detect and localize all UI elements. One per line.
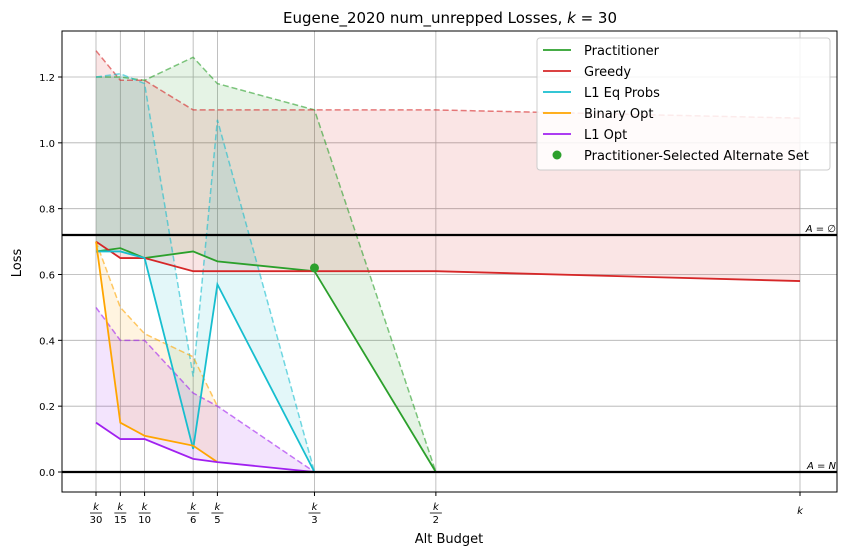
y-axis-label: Loss: [10, 249, 25, 278]
x-tick-denominator: 30: [90, 515, 103, 526]
y-tick-label: 0.6: [39, 271, 55, 282]
x-tick-denominator: 3: [311, 515, 317, 526]
legend-entry-label: Greedy: [584, 65, 631, 80]
grid-lines: [62, 31, 837, 492]
series-upper-lines: [95, 50, 801, 473]
plot-frame: [61, 30, 838, 493]
line-binary-opt: [95, 241, 218, 463]
x-tick-numerator: k: [142, 502, 149, 513]
x-tick-numerator: k: [117, 502, 124, 513]
legend-entry-label: L1 Eq Probs: [584, 86, 660, 101]
y-tick-label: 0.8: [39, 205, 55, 216]
legend-entry-label: Binary Opt: [584, 107, 654, 122]
line-l1-eq-probs: [96, 250, 316, 473]
x-tick-denominator: 2: [433, 515, 439, 526]
x-tick-denominator: 5: [214, 515, 220, 526]
y-tick-label: 1.2: [39, 73, 55, 84]
legend-entry-label: Practitioner: [584, 44, 660, 59]
x-tick-denominator: 15: [114, 515, 127, 526]
x-tick-numerator: k: [93, 502, 100, 513]
line-l1-opt: [95, 421, 315, 473]
legend-entry-label: L1 Opt: [584, 128, 627, 143]
band-l1-eq-probs: [96, 73, 315, 472]
y-tick-label: 0.2: [39, 402, 55, 413]
line-greedy: [95, 240, 801, 282]
series-bands: [96, 50, 800, 472]
upper-line-binary-opt: [95, 241, 219, 407]
band-binary-opt: [96, 241, 218, 463]
y-axis-ticks: 0.0 0.2 0.4 0.6 0.8 1.0 1.2: [39, 73, 62, 479]
upper-line-l1-eq-probs: [95, 72, 316, 473]
selected-points: [309, 263, 319, 273]
y-tick-label: 1.0: [39, 139, 55, 150]
x-tick-numerator: k: [312, 502, 319, 513]
reference-lines: A = ∅ A = N: [62, 224, 837, 474]
upper-line-greedy: [95, 50, 801, 119]
y-tick-label: 0.4: [39, 336, 55, 347]
chart-title-prefix: Eugene_2020 num_unrepped Losses,: [283, 9, 567, 28]
y-tick-label: 0.0: [39, 468, 55, 479]
legend-entry-label: Practitioner-Selected Alternate Set: [584, 149, 809, 164]
x-axis-ticks: k 30 k 15 k 10 k 6 k 5 k 3 k 2 k: [90, 492, 804, 526]
x-tick-numerator: k: [433, 502, 440, 513]
chart-title-k: k: [567, 9, 577, 27]
selected-point: [309, 263, 319, 273]
chart-title: Eugene_2020 num_unrepped Losses, k = 30: [283, 9, 617, 28]
x-tick-label: k: [797, 506, 804, 517]
x-tick-numerator: k: [190, 502, 197, 513]
upper-line-practitioner: [96, 56, 437, 473]
legend: Practitioner Greedy L1 Eq Probs Binary Opt L…: [536, 37, 831, 171]
band-greedy: [96, 50, 800, 282]
upper-line-l1-opt: [95, 306, 315, 473]
band-practitioner: [96, 57, 436, 472]
band-l1-opt: [96, 307, 315, 472]
x-tick-denominator: 6: [190, 515, 196, 526]
reference-line-label: A = N: [806, 461, 837, 472]
legend-swatch: [552, 150, 562, 160]
x-tick-denominator: 10: [138, 515, 151, 526]
x-axis-label: Alt Budget: [415, 532, 484, 547]
reference-line-label: A = ∅: [805, 224, 836, 235]
chart-title-suffix: = 30: [576, 9, 617, 27]
x-tick-numerator: k: [215, 502, 222, 513]
legend-box: [536, 37, 831, 171]
